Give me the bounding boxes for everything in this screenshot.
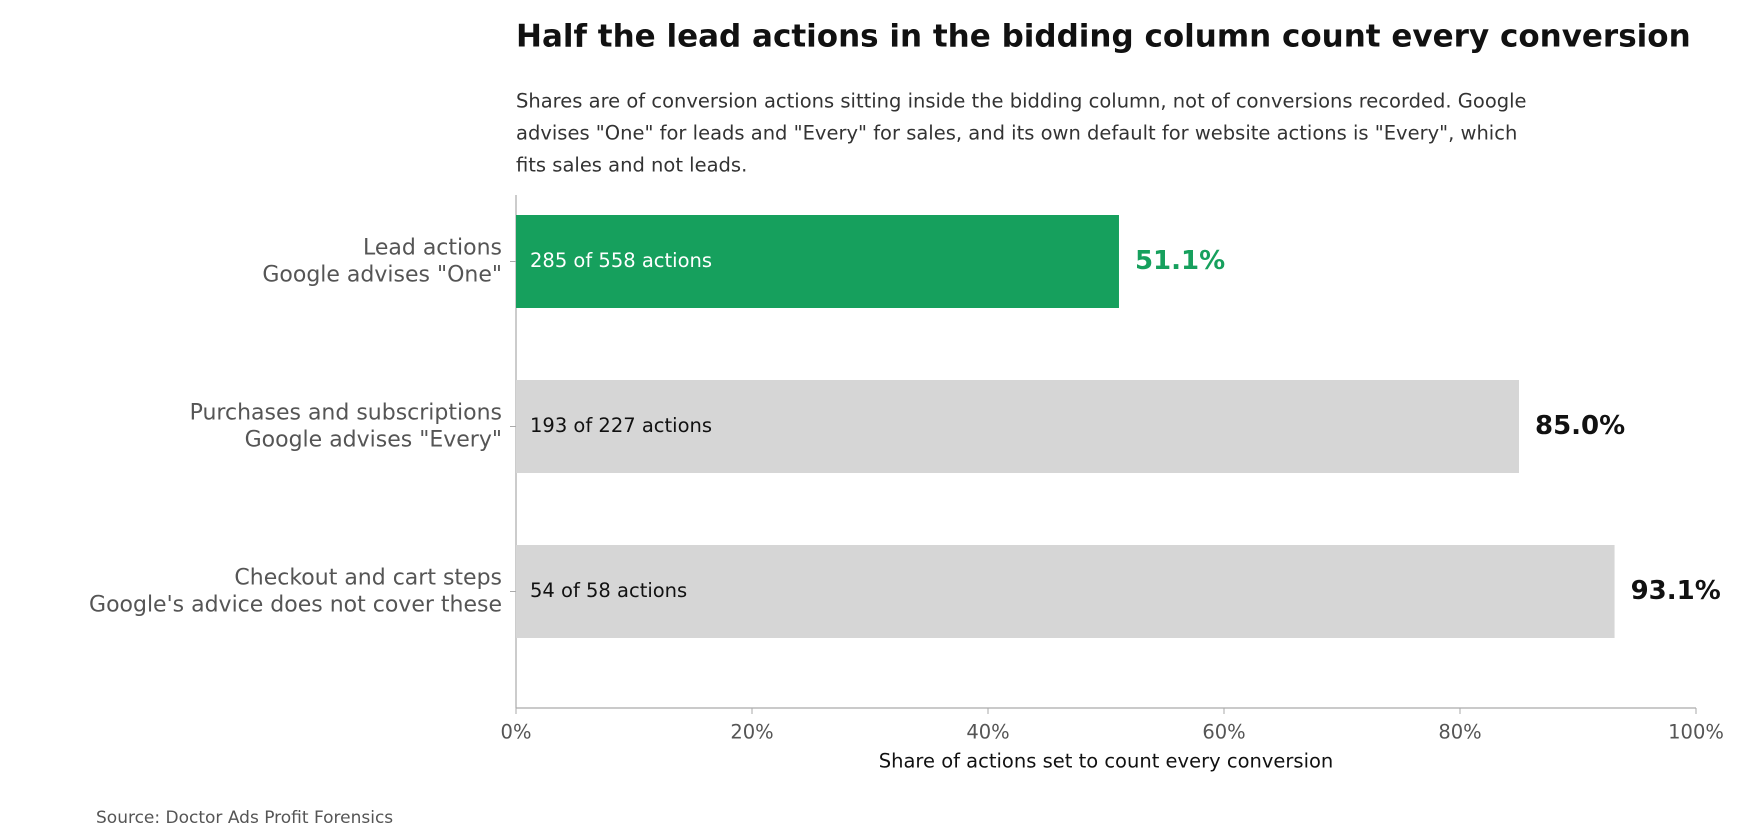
x-tick-label: 0% xyxy=(501,721,532,744)
x-axis-label: Share of actions set to count every conv… xyxy=(879,750,1334,773)
x-tick-label: 40% xyxy=(966,721,1009,744)
bar-label: 193 of 227 actions xyxy=(530,414,712,437)
x-tick-label: 80% xyxy=(1438,721,1481,744)
value-label: 93.1% xyxy=(1631,576,1721,606)
value-label: 85.0% xyxy=(1535,411,1625,441)
subtitle: fits sales and not leads. xyxy=(516,154,747,177)
x-tick-label: 100% xyxy=(1668,721,1724,744)
chart-title: Half the lead actions in the bidding col… xyxy=(516,19,1691,55)
bar xyxy=(516,545,1615,638)
y-tick-label: Google advises "Every" xyxy=(245,428,502,453)
x-tick-label: 60% xyxy=(1202,721,1245,744)
value-label: 51.1% xyxy=(1135,246,1225,276)
x-tick-label: 20% xyxy=(730,721,773,744)
y-tick-label: Purchases and subscriptions xyxy=(190,401,502,426)
y-tick-label: Google's advice does not cover these xyxy=(89,593,502,618)
bar xyxy=(516,380,1519,473)
bar-label: 285 of 558 actions xyxy=(530,249,712,272)
y-tick-label: Lead actions xyxy=(363,236,502,261)
y-tick-label: Checkout and cart steps xyxy=(234,566,502,591)
subtitle: advises "One" for leads and "Every" for … xyxy=(516,122,1517,145)
bar xyxy=(516,215,1119,308)
y-tick-label: Google advises "One" xyxy=(262,263,502,288)
source: Source: Doctor Ads Profit Forensics xyxy=(96,808,393,828)
subtitle: Shares are of conversion actions sitting… xyxy=(516,90,1527,113)
bar-label: 54 of 58 actions xyxy=(530,579,687,602)
